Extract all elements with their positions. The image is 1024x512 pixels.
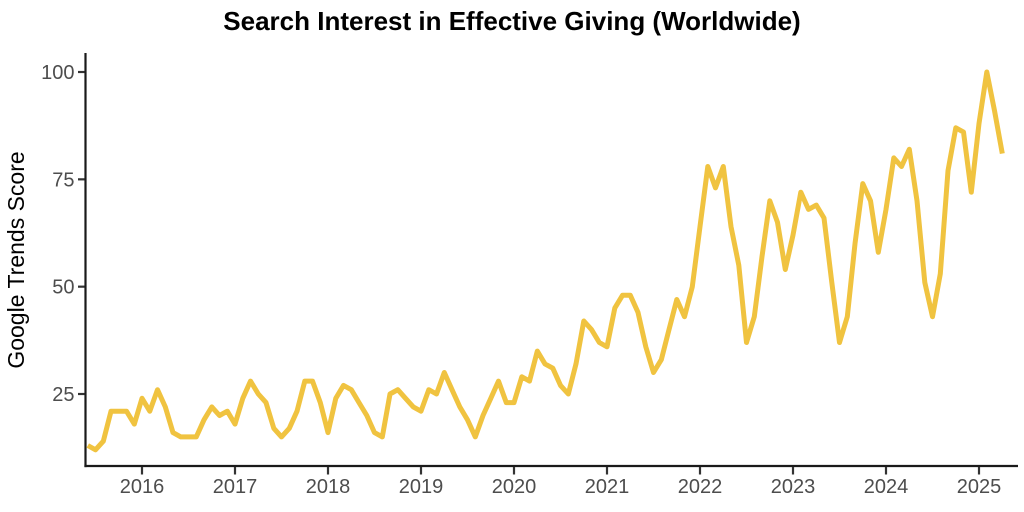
x-tick-label: 2025 — [957, 476, 1002, 498]
x-tick-label: 2024 — [864, 476, 909, 498]
x-tick-label: 2017 — [213, 476, 258, 498]
y-tick-label: 75 — [52, 169, 74, 191]
x-tick-label: 2016 — [120, 476, 165, 498]
y-axis-ticks: 25 50 75 100 — [41, 62, 85, 406]
x-tick-label: 2020 — [492, 476, 537, 498]
x-tick-label: 2021 — [585, 476, 630, 498]
x-tick-label: 2019 — [399, 476, 444, 498]
x-axis-ticks: 2016 2017 2018 2019 2020 2021 2022 2023 2024 2025 — [120, 467, 1002, 498]
x-tick-label: 2018 — [306, 476, 351, 498]
trend-line — [86, 69, 1005, 453]
x-tick-label: 2022 — [678, 476, 723, 498]
y-tick-label: 50 — [52, 277, 74, 299]
x-tick-label: 2023 — [771, 476, 816, 498]
chart-title: Search Interest in Effective Giving (Wor… — [223, 6, 800, 36]
y-tick-label: 25 — [52, 384, 74, 406]
y-tick-label: 100 — [41, 62, 74, 84]
y-axis-label: Google Trends Score — [3, 151, 29, 368]
